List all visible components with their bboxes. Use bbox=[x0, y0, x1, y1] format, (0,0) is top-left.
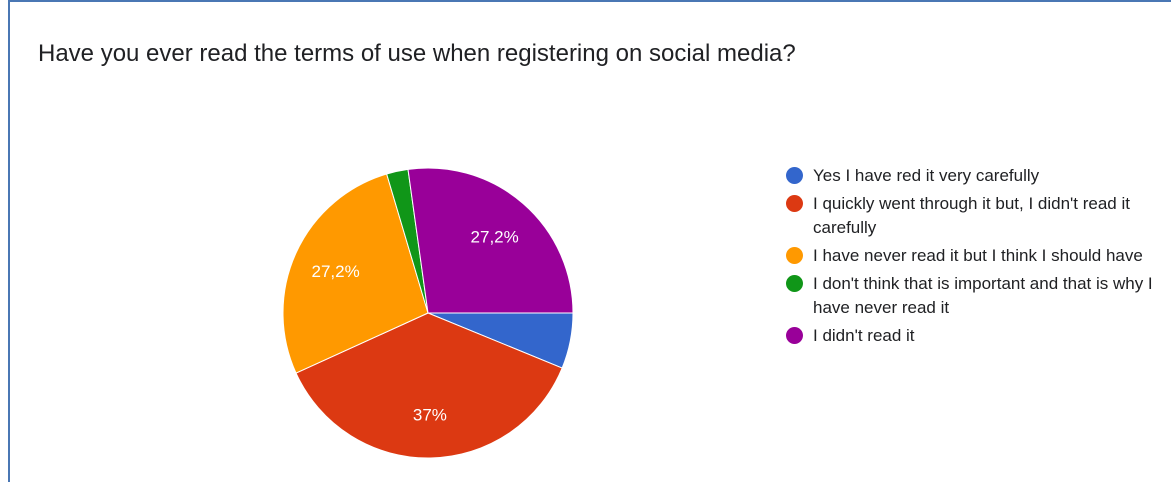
slice-label-never-read-should-have: 27,2% bbox=[312, 262, 360, 281]
legend-label: I have never read it but I think I shoul… bbox=[813, 246, 1143, 265]
chart-title: Have you ever read the terms of use when… bbox=[38, 40, 796, 67]
legend-item[interactable]: Yes I have red it very carefully bbox=[786, 164, 1171, 188]
legend-label: I quickly went through it but, I didn't … bbox=[813, 194, 1130, 237]
legend-swatch-never-read-should-have bbox=[786, 247, 803, 264]
legend-label: Yes I have red it very carefully bbox=[813, 166, 1040, 185]
slice-quickly-went-through[interactable] bbox=[295, 312, 563, 459]
legend-swatch-didnt-read bbox=[786, 327, 803, 344]
chart-card: Have you ever read the terms of use when… bbox=[8, 0, 1171, 482]
legend-swatch-not-important bbox=[786, 275, 803, 292]
slice-didnt-read[interactable] bbox=[407, 167, 574, 314]
legend-item[interactable]: I don't think that is important and that… bbox=[786, 272, 1171, 320]
slice-label-quickly-went-through: 37% bbox=[413, 405, 447, 424]
legend-label: I don't think that is important and that… bbox=[813, 274, 1153, 317]
legend-item[interactable]: I have never read it but I think I shoul… bbox=[786, 244, 1171, 268]
legend-swatch-quickly-went-through bbox=[786, 195, 803, 212]
legend-swatch-yes-carefully bbox=[786, 167, 803, 184]
legend-label: I didn't read it bbox=[813, 326, 915, 345]
slice-never-read-should-have[interactable] bbox=[282, 173, 429, 374]
legend-item[interactable]: I didn't read it bbox=[786, 324, 1171, 348]
pie-chart: 37% 27,2% 27,2% bbox=[282, 167, 574, 459]
legend-item[interactable]: I quickly went through it but, I didn't … bbox=[786, 192, 1171, 240]
slice-label-didnt-read: 27,2% bbox=[471, 227, 519, 246]
chart-legend: Yes I have red it very carefully I quick… bbox=[786, 164, 1171, 352]
